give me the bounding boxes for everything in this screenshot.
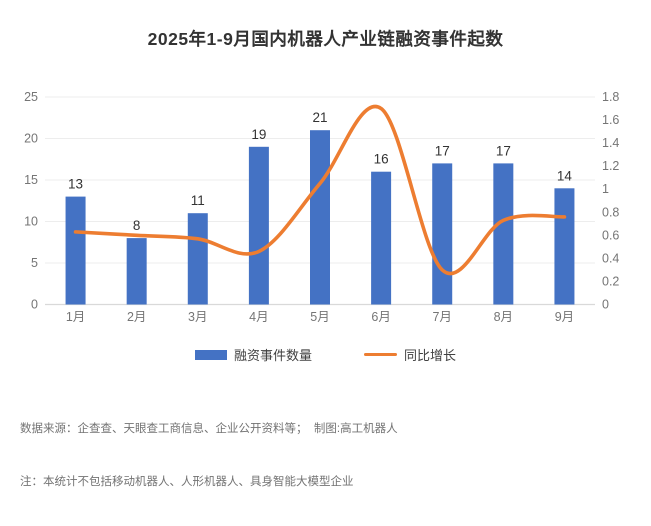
footer-notes: 数据来源：企查查、天眼查工商信息、企业公开资料等； 制图:高工机器人 注：本统计… xyxy=(20,386,398,526)
combo-chart: 0 5 10 15 20 25 0 0.2 0.4 0.6 0.8 1 1.2 1.4 1.6 1.8 1月 2月… xyxy=(24,90,619,324)
x-axis-label: 5月 xyxy=(310,310,329,324)
left-axis-tick-label: 20 xyxy=(24,132,38,146)
left-axis-tick-label: 25 xyxy=(24,90,38,104)
left-axis-tick-label: 15 xyxy=(24,173,38,187)
right-axis-tick-label: 1 xyxy=(602,182,609,196)
statistics-scope-note: 注：本统计不包括移动机器人、人形机器人、具身智能大模型企业 xyxy=(20,475,354,488)
bar-value-label: 17 xyxy=(435,143,450,158)
legend-label-bar-series: 融资事件数量 xyxy=(233,348,312,363)
right-axis-tick-label: 1.2 xyxy=(602,159,619,173)
legend-label-line-series: 同比增长 xyxy=(404,348,457,363)
bar-value-label: 11 xyxy=(191,193,205,208)
right-axis-tick-label: 0.2 xyxy=(602,274,619,288)
x-axis-label: 3月 xyxy=(188,310,207,324)
bar xyxy=(65,196,86,305)
bar-value-label: 17 xyxy=(496,143,511,158)
x-axis-label: 6月 xyxy=(371,310,390,324)
growth-line xyxy=(73,104,567,275)
bar-value-label: 13 xyxy=(68,177,83,192)
bar xyxy=(371,171,392,305)
bar xyxy=(310,130,330,305)
right-axis-tick-label: 1.6 xyxy=(602,113,619,127)
chart-title: 2025年1-9月国内机器人产业链融资事件起数 xyxy=(147,29,504,49)
bar xyxy=(248,146,269,305)
bar-value-label: 14 xyxy=(557,168,573,183)
x-axis-label: 4月 xyxy=(249,310,268,324)
chart-canvas: 0 5 10 15 20 25 0 0.2 0.4 0.6 0.8 1 1.2 1.4 1.6 1.8 1月 2月… xyxy=(0,29,651,488)
left-axis-tick-label: 10 xyxy=(24,215,38,229)
legend: 融资事件数量 同比增长 xyxy=(0,345,651,364)
left-axis-tick-label: 0 xyxy=(31,298,38,312)
x-axis-label: 9月 xyxy=(555,310,574,324)
right-axis-tick-label: 1.4 xyxy=(602,136,619,150)
right-axis-tick-label: 0 xyxy=(602,298,609,312)
right-axis-tick-label: 0.4 xyxy=(602,251,619,265)
bar-value-label: 21 xyxy=(312,110,327,125)
left-axis-tick-label: 5 xyxy=(31,256,38,270)
legend-item-line-series: 同比增长 xyxy=(364,345,456,364)
bar xyxy=(554,188,575,305)
right-axis-tick-label: 0.8 xyxy=(602,205,619,219)
right-axis-tick-label: 0.6 xyxy=(602,228,619,242)
bar-series-swatch xyxy=(194,349,227,360)
x-axis-label: 2月 xyxy=(127,310,146,324)
data-source-note: 数据来源：企查查、天眼查工商信息、企业公开资料等； 制图:高工机器人 xyxy=(20,423,398,435)
bar-value-label: 8 xyxy=(133,218,141,233)
x-axis-label: 8月 xyxy=(494,310,513,324)
bar xyxy=(126,238,147,305)
bar-value-label: 19 xyxy=(251,127,266,142)
x-axis-label: 1月 xyxy=(66,310,85,324)
bar-value-label: 16 xyxy=(374,152,389,167)
bar xyxy=(187,213,208,305)
right-axis-tick-label: 1.8 xyxy=(602,90,619,104)
bar xyxy=(432,163,453,305)
legend-item-bar-series: 融资事件数量 xyxy=(194,345,312,364)
x-axis-label: 7月 xyxy=(432,310,451,324)
line-series-swatch xyxy=(364,352,397,357)
bar xyxy=(493,163,514,305)
